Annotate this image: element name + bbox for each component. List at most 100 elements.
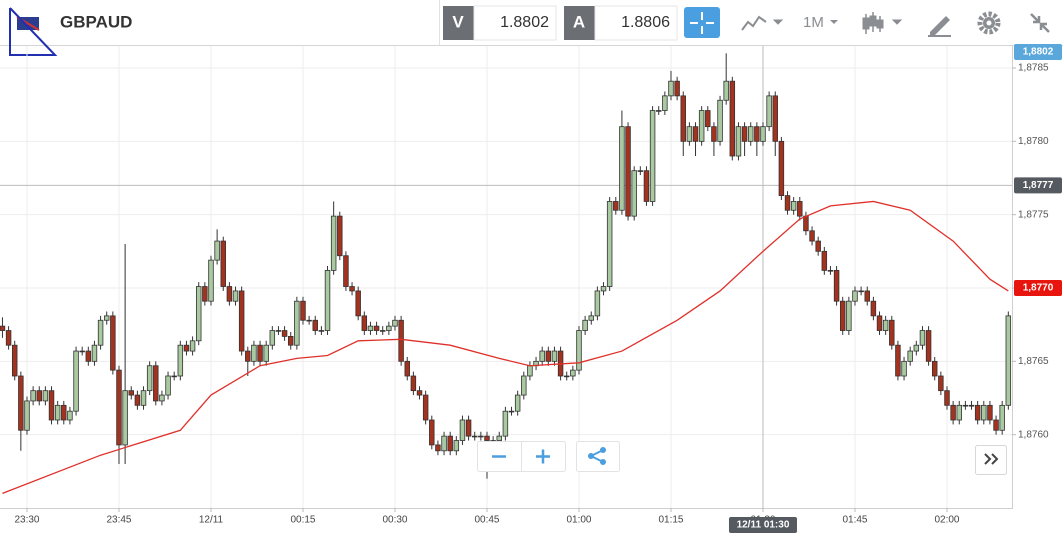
candle-body (220, 240, 226, 287)
candle-body (870, 300, 877, 317)
candle-body (238, 290, 245, 352)
x-tick-label: 00:30 (382, 515, 407, 526)
candle-body (570, 369, 576, 377)
candle-body (938, 375, 944, 392)
candle-body (18, 375, 24, 431)
candle-body (294, 300, 300, 346)
dropdown-arrow (772, 19, 784, 25)
dropdown-arrow (891, 19, 903, 25)
candle-body (594, 290, 601, 317)
bid-box (473, 5, 557, 41)
candle-body (306, 319, 312, 322)
candle-body (281, 330, 288, 337)
candle-body (30, 390, 36, 402)
collapse-button[interactable] (1030, 13, 1050, 33)
candle-body (435, 444, 441, 452)
candle-body (803, 215, 809, 232)
candle-body (631, 170, 637, 217)
candle-body (318, 330, 325, 332)
draw-button[interactable] (928, 16, 951, 37)
candle-body (962, 404, 969, 407)
candle-body (54, 404, 61, 421)
crosshair-button[interactable] (684, 7, 720, 38)
candle-body (478, 435, 484, 438)
candle-body (177, 344, 184, 377)
candle-body (692, 126, 699, 142)
candle-body (287, 335, 294, 346)
candle-body (895, 344, 901, 377)
plot-area (0, 46, 1012, 508)
crosshair-button-bg[interactable] (684, 7, 720, 38)
logo (9, 7, 58, 56)
line-marker-label: 1,8770 (1023, 283, 1054, 294)
candle-body (73, 350, 79, 412)
candle-body (496, 435, 502, 441)
candle-body (925, 330, 932, 362)
candle-body (410, 375, 417, 392)
chart-type-button[interactable] (741, 15, 784, 31)
candle-body (1005, 315, 1012, 406)
candle-body (471, 435, 478, 438)
candle-body (864, 290, 870, 302)
timeframe[interactable]: 1M (803, 14, 824, 31)
candle-body (67, 410, 73, 421)
share-icon (588, 447, 606, 465)
share-button[interactable] (576, 441, 620, 472)
candle-style-button[interactable] (862, 12, 903, 34)
candle-body (766, 95, 772, 128)
candle-icon (876, 19, 884, 29)
candle-body (110, 315, 116, 371)
candle-body (48, 390, 55, 421)
candle-body (563, 375, 570, 378)
candle-body (680, 95, 686, 142)
candle-body (502, 410, 509, 437)
candle-body (741, 126, 748, 142)
candle-icon (869, 15, 877, 27)
candle-body (330, 215, 337, 271)
candle-body (858, 290, 864, 293)
settings-button[interactable] (977, 11, 1001, 35)
candle-body (999, 404, 1005, 431)
candle-body (91, 344, 98, 362)
candle-body (128, 390, 134, 396)
candle-body (343, 255, 349, 287)
candle-body (189, 340, 196, 352)
candle-body (392, 319, 398, 327)
candle-body (655, 110, 662, 112)
candle-body (312, 319, 318, 331)
candle-body (116, 369, 122, 446)
scroll-end-button[interactable] (975, 445, 1007, 475)
ask-badge (564, 6, 595, 40)
candle-body (226, 286, 233, 302)
candle-body (484, 435, 490, 441)
zoom-in[interactable] (536, 449, 550, 464)
candle-body (760, 126, 766, 142)
candle-body (61, 404, 67, 421)
candle-body (134, 394, 141, 406)
bid-badge (443, 6, 474, 40)
candle-body (613, 201, 619, 211)
candle-body (183, 344, 190, 352)
candle-body (324, 269, 331, 331)
gear-hole (986, 20, 992, 26)
candle-body (729, 80, 736, 157)
candle-body (24, 400, 30, 431)
candle-body (42, 390, 49, 402)
candle-body (582, 319, 588, 331)
candle-body (103, 315, 110, 321)
collapse-icon (1030, 13, 1050, 33)
x-tick-label: 01:00 (566, 515, 591, 526)
candle-body (931, 360, 938, 377)
crosshair-x-label: 12/11 01:30 (737, 520, 790, 531)
candle-body (453, 440, 460, 452)
candle-body (404, 360, 410, 377)
candle-body (263, 344, 269, 362)
candle-body (649, 110, 656, 202)
candle-body (349, 286, 355, 292)
y-tick-label: 1,8785 (1018, 63, 1049, 74)
candle-body (600, 286, 607, 292)
x-tick-label: 00:15 (290, 515, 315, 526)
line-marker-box (1014, 280, 1062, 296)
candle-body (379, 330, 386, 332)
